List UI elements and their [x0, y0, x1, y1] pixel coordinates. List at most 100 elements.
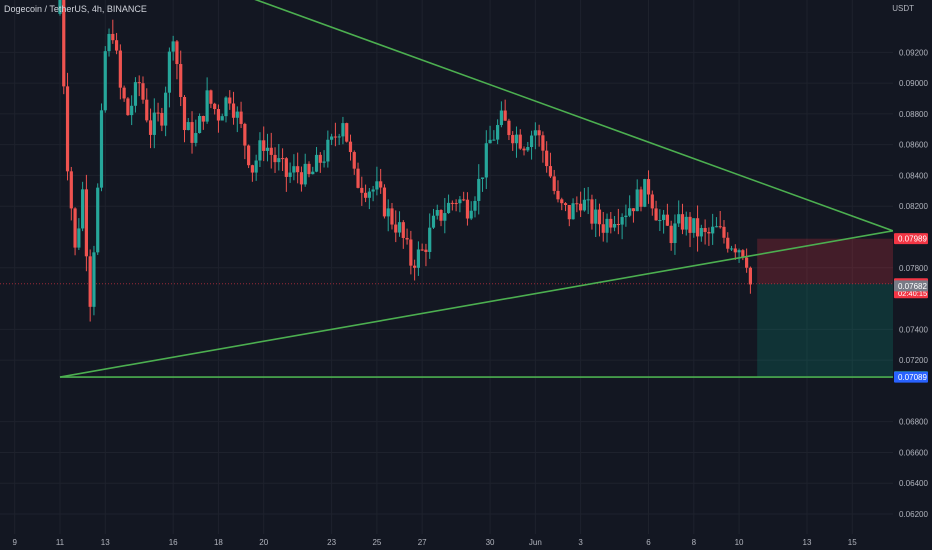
candle-body — [164, 92, 168, 126]
candle-body — [605, 218, 609, 233]
price-tick-label: 0.08600 — [899, 141, 928, 150]
candle-body — [299, 172, 304, 185]
candle — [292, 154, 296, 181]
candle — [111, 19, 115, 44]
candle — [499, 101, 503, 128]
candle — [612, 215, 617, 232]
candle-body — [265, 147, 270, 151]
candle — [137, 75, 141, 97]
price-tick-label: 0.08200 — [899, 202, 928, 211]
candle-body — [397, 222, 402, 233]
candle-body — [443, 213, 447, 221]
candle-body — [171, 41, 175, 52]
candle — [103, 46, 107, 113]
candle-body — [737, 250, 741, 253]
candle-body — [609, 218, 613, 228]
candle — [182, 95, 187, 143]
candle — [428, 213, 432, 259]
candle-body — [111, 33, 115, 41]
candle — [69, 166, 73, 221]
candle-body — [703, 228, 707, 232]
candle-body — [745, 257, 749, 268]
candle-body — [182, 97, 187, 131]
candle-body — [492, 139, 496, 141]
candle-body — [526, 147, 530, 151]
candle-body — [103, 51, 107, 111]
candle-body — [416, 249, 420, 268]
candle — [197, 113, 202, 134]
trendline-lower-support — [59, 230, 894, 378]
candle — [224, 96, 228, 123]
candle — [484, 130, 488, 190]
candle-body — [518, 134, 522, 149]
time-tick-label: 6 — [646, 538, 651, 547]
candle-body — [624, 215, 628, 218]
take-profit-zone — [757, 283, 893, 377]
candle-body — [292, 166, 296, 173]
candle — [397, 211, 402, 237]
candle — [556, 180, 560, 203]
candle-body — [288, 172, 292, 177]
candle — [680, 203, 685, 235]
candle-body — [122, 87, 126, 99]
candle — [605, 213, 609, 243]
price-tick-label: 0.06400 — [899, 479, 928, 488]
candles — [58, 0, 752, 322]
candle-body — [371, 189, 375, 192]
candle — [243, 122, 247, 160]
candle — [597, 203, 602, 237]
candle-body — [390, 208, 394, 225]
candle — [164, 86, 168, 137]
price-axis-background — [893, 0, 932, 534]
candle — [563, 202, 568, 212]
candle-body — [352, 152, 356, 169]
candle — [330, 133, 334, 146]
candle — [748, 266, 752, 294]
time-axis: 9 11 13 16 18 20 23 25 27 30 Jun 3 6 8 10 13 15 — [0, 534, 932, 550]
candle — [284, 157, 288, 192]
candle-body — [318, 154, 322, 163]
price-tick-label: 0.09000 — [899, 79, 928, 88]
candle — [458, 196, 462, 213]
candle — [609, 211, 613, 234]
candle — [473, 196, 477, 218]
price-tick-label: 0.08400 — [899, 171, 928, 180]
candle — [337, 133, 341, 145]
candle — [684, 211, 688, 236]
candle-body — [114, 40, 119, 51]
candle-body — [714, 226, 719, 228]
candle — [454, 199, 458, 212]
candle-body — [541, 135, 545, 151]
candle — [175, 40, 179, 80]
candle — [122, 85, 126, 102]
candle-body — [341, 123, 345, 137]
candle — [130, 95, 134, 126]
candle — [745, 248, 749, 273]
candle — [714, 217, 719, 228]
candle — [311, 166, 315, 175]
price-tick-label: 0.06200 — [899, 510, 928, 519]
candle-body — [160, 112, 164, 126]
candle-body — [567, 205, 571, 220]
time-tick-label: 3 — [578, 538, 583, 547]
candle-body — [643, 179, 647, 207]
candle-body — [718, 226, 722, 228]
candle-body — [748, 267, 752, 285]
candle-body — [669, 225, 673, 244]
candle-body — [81, 189, 85, 229]
candle — [737, 248, 741, 263]
candle-body — [65, 86, 70, 172]
candle — [314, 146, 319, 173]
candle-body — [62, 0, 66, 87]
candle-body — [473, 200, 477, 211]
candle — [643, 178, 647, 208]
candle — [65, 72, 70, 181]
candle-body — [145, 99, 149, 121]
candle — [194, 119, 198, 147]
candle — [669, 220, 673, 251]
candle — [726, 232, 730, 253]
candle — [628, 195, 632, 218]
candle — [711, 213, 715, 245]
candle-body — [126, 98, 130, 116]
